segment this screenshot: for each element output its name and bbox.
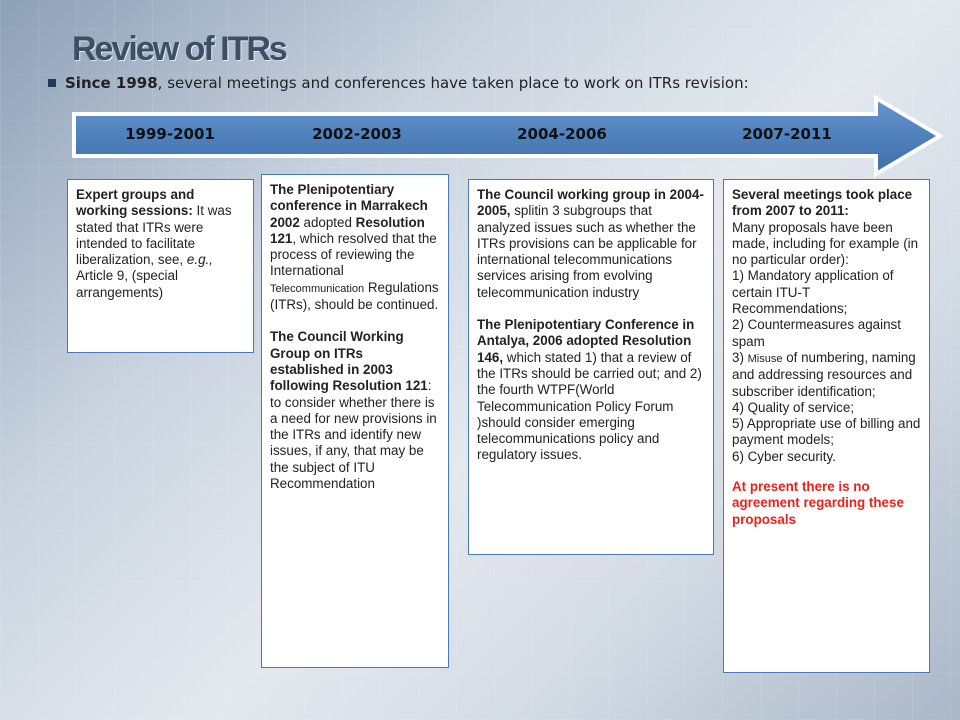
- bullet-icon: [48, 79, 56, 87]
- no-agreement-note: At present there is no agreement regardi…: [732, 479, 904, 527]
- box1-heading: Expert groups and working sessions:: [76, 187, 195, 219]
- period-label-2: 2002-2003: [312, 125, 402, 143]
- period-label-4: 2007-2011: [742, 125, 832, 143]
- slide-title: Review of ITRs: [72, 30, 288, 68]
- period-label-3: 2004-2006: [517, 125, 607, 143]
- intro-line: Since 1998, several meetings and confere…: [48, 74, 928, 92]
- timeline-arrow: [72, 94, 944, 178]
- box-2004-2006: The Council working group in 2004-2005, …: [468, 179, 714, 555]
- box-2002-2003: The Plenipotentiary conference in Marrak…: [261, 174, 449, 668]
- intro-text: , several meetings and conferences have …: [157, 74, 749, 92]
- intro-bold: Since 1998: [65, 74, 158, 92]
- box-1999-2001: Expert groups and working sessions: It w…: [67, 179, 254, 353]
- period-label-1: 1999-2001: [125, 125, 215, 143]
- box-2007-2011: Several meetings took place from 2007 to…: [723, 179, 930, 673]
